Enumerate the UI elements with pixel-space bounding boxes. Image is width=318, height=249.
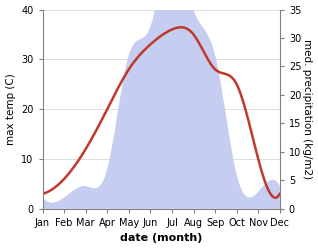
Y-axis label: med. precipitation (kg/m2): med. precipitation (kg/m2)	[302, 39, 313, 179]
Y-axis label: max temp (C): max temp (C)	[5, 73, 16, 145]
X-axis label: date (month): date (month)	[120, 234, 202, 244]
